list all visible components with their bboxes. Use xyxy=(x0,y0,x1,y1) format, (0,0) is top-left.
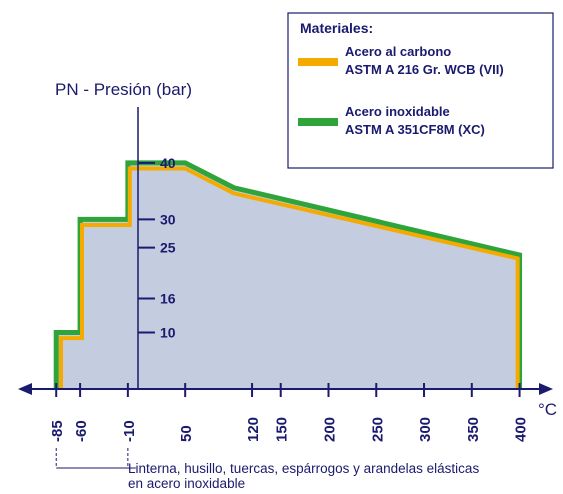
x-tick-label: 300 xyxy=(417,417,434,442)
x-tick-label: 250 xyxy=(369,417,386,442)
x-tick-label: 400 xyxy=(513,417,530,442)
x-tick-label: 150 xyxy=(274,417,291,442)
x-axis-arrow xyxy=(539,383,553,395)
y-tick-label: 40 xyxy=(160,155,176,171)
annotation: en acero inoxidable xyxy=(128,476,245,491)
x-tick-label: -85 xyxy=(49,420,66,442)
x-axis-arrow xyxy=(18,383,32,395)
legend-label: Acero inoxidable xyxy=(345,104,450,119)
x-tick-label: 200 xyxy=(321,417,338,442)
y-tick-label: 30 xyxy=(160,211,176,227)
legend-label: ASTM A 216 Gr. WCB (VII) xyxy=(345,62,504,77)
y-axis-label: PN - Presión (bar) xyxy=(55,80,192,99)
area-fill xyxy=(56,162,520,389)
x-tick-label: -60 xyxy=(73,420,90,442)
y-tick-label: 25 xyxy=(160,240,176,256)
legend-box xyxy=(287,12,554,169)
annotation: Linterna, husillo, tuercas, espárrogos y… xyxy=(128,461,479,476)
y-tick-label: 16 xyxy=(160,291,176,307)
series-line xyxy=(58,166,520,389)
x-axis-label: °C xyxy=(538,400,557,419)
x-tick-label: 50 xyxy=(178,425,195,442)
legend-label: ASTM A 351CF8M (XC) xyxy=(345,122,485,137)
legend-title: Materiales: xyxy=(300,20,373,36)
legend-label: Acero al carbono xyxy=(345,44,451,59)
x-tick-label: 350 xyxy=(465,417,482,442)
x-tick-label: -10 xyxy=(121,420,138,442)
x-tick-label: 120 xyxy=(245,417,262,442)
y-tick-label: 10 xyxy=(160,324,176,340)
